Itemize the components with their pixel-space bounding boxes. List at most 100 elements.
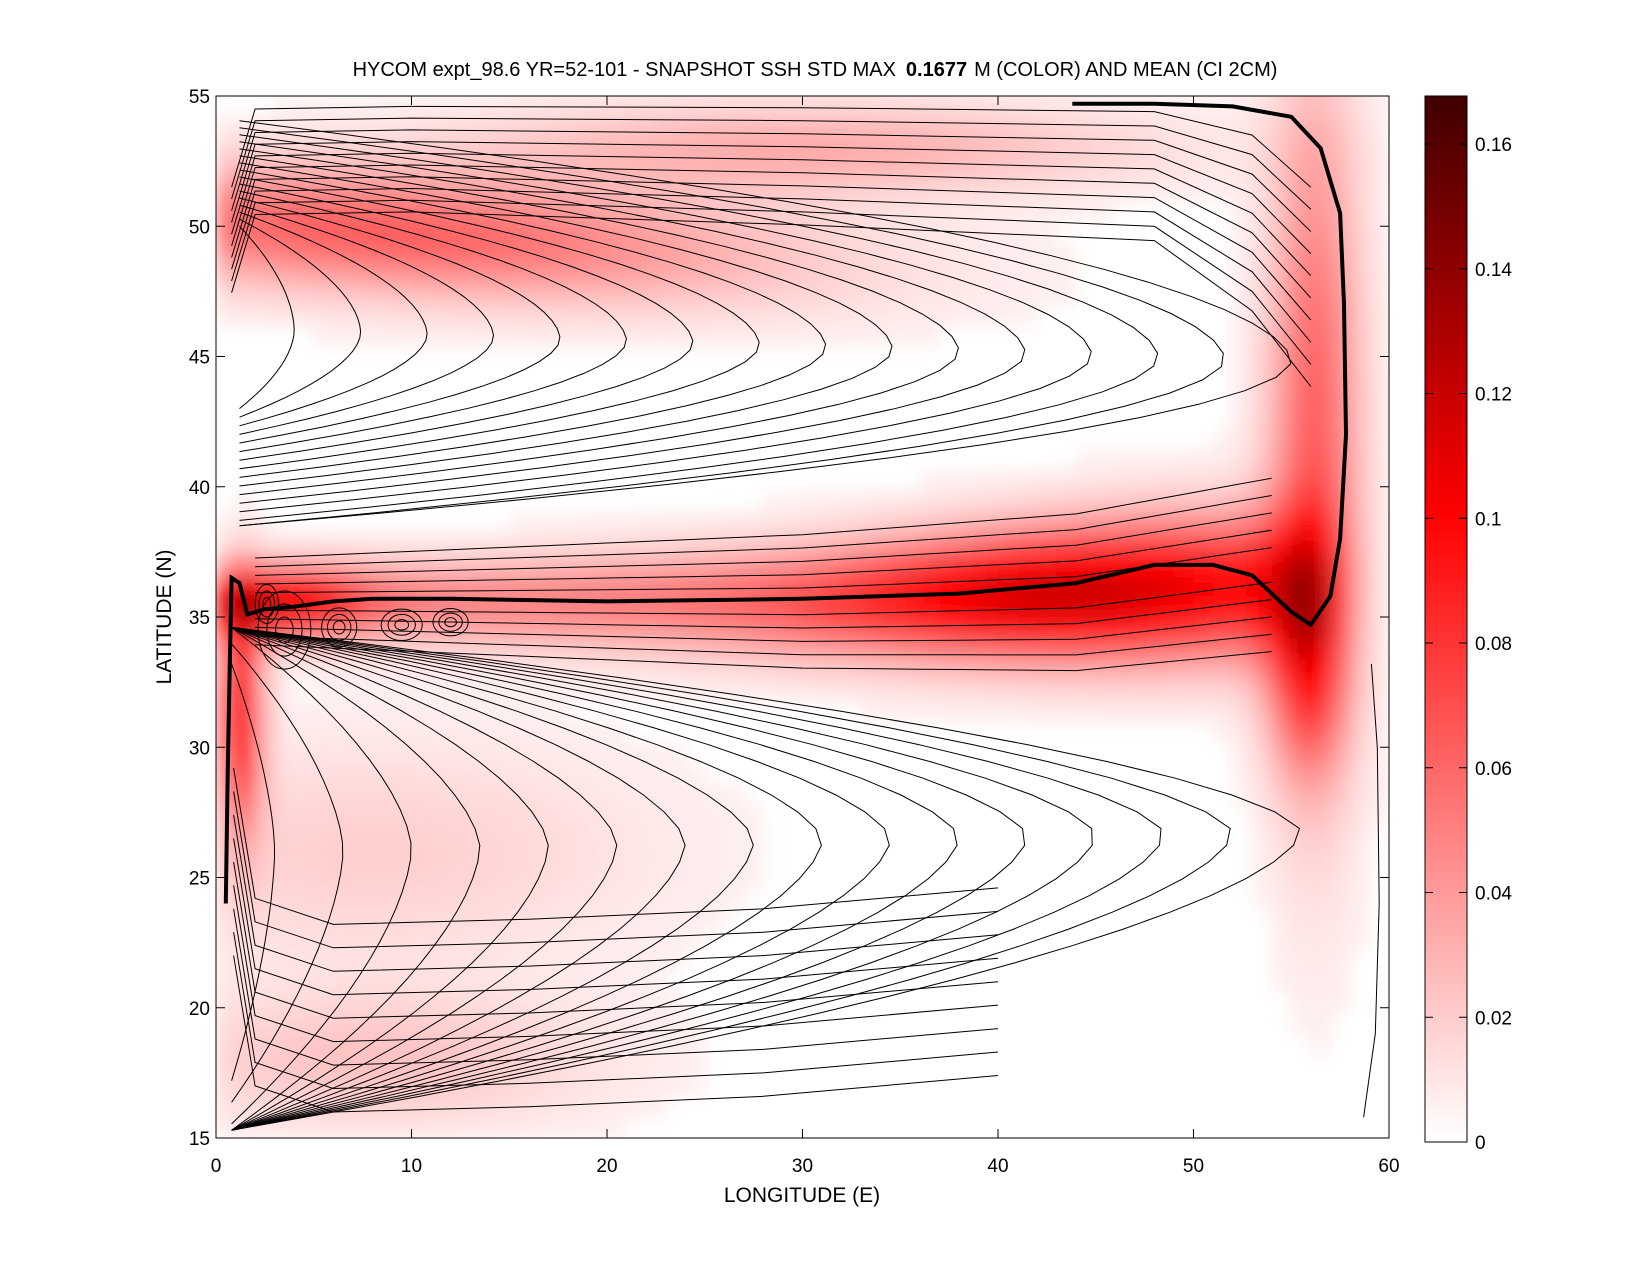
contour-line-north bbox=[239, 155, 959, 496]
contour-line-south bbox=[233, 814, 999, 972]
field-cell bbox=[431, 116, 452, 139]
field-cell bbox=[1056, 575, 1078, 598]
field-cell bbox=[841, 179, 863, 202]
field-cell bbox=[665, 241, 687, 264]
field-cell bbox=[1330, 450, 1351, 473]
contour-line-jet bbox=[255, 644, 1272, 672]
field-cell bbox=[333, 221, 354, 243]
field-cell bbox=[782, 658, 804, 681]
field-cell bbox=[587, 762, 608, 785]
field-cell bbox=[431, 742, 452, 764]
field-cell bbox=[646, 325, 667, 348]
field-cell bbox=[958, 637, 980, 660]
field-cell bbox=[1310, 908, 1332, 931]
field-cell bbox=[548, 554, 569, 577]
field-cell bbox=[1271, 533, 1293, 556]
field-cell bbox=[489, 617, 511, 639]
field-cell bbox=[587, 992, 608, 1014]
field-cell bbox=[978, 179, 999, 202]
field-cell bbox=[685, 554, 706, 577]
field-cell bbox=[1349, 387, 1371, 410]
field-cell bbox=[704, 783, 726, 806]
field-cell bbox=[1232, 471, 1254, 493]
field-cell bbox=[509, 241, 530, 264]
field-cell bbox=[1056, 512, 1078, 535]
field-cell bbox=[1252, 637, 1273, 660]
field-cell bbox=[431, 1054, 452, 1077]
contour-line-south bbox=[231, 626, 822, 1131]
field-cell bbox=[509, 950, 530, 973]
contour-line-north bbox=[239, 204, 495, 435]
field-cell bbox=[1252, 533, 1273, 556]
field-cell bbox=[548, 575, 569, 598]
field-cell bbox=[998, 700, 1019, 723]
field-cell bbox=[431, 658, 452, 681]
field-cell bbox=[1076, 450, 1097, 473]
field-cell bbox=[998, 116, 1019, 139]
field-cell bbox=[450, 908, 472, 931]
field-cell bbox=[1330, 783, 1351, 806]
field-cell bbox=[372, 721, 393, 744]
field-cell bbox=[626, 992, 648, 1014]
field-cell bbox=[411, 283, 433, 306]
field-cell bbox=[978, 596, 999, 618]
field-cell bbox=[1115, 575, 1136, 598]
field-cell bbox=[607, 867, 628, 889]
field-cell bbox=[274, 908, 296, 931]
field-cell bbox=[1291, 908, 1312, 931]
field-cell bbox=[724, 637, 745, 660]
field-cell bbox=[1017, 304, 1039, 327]
field-cell bbox=[313, 137, 335, 160]
contour-line-south bbox=[233, 908, 999, 1066]
field-cell bbox=[489, 1012, 511, 1035]
field-cell bbox=[998, 283, 1019, 306]
field-cell bbox=[313, 804, 335, 827]
field-cell bbox=[528, 700, 550, 723]
field-cell bbox=[880, 283, 902, 306]
field-cell bbox=[1213, 158, 1234, 181]
field-cell bbox=[1369, 241, 1389, 264]
field-cell bbox=[567, 762, 589, 785]
field-cell bbox=[450, 221, 472, 243]
field-cell bbox=[255, 116, 276, 139]
field-cell bbox=[822, 304, 843, 327]
field-cell bbox=[665, 200, 687, 223]
field-cell bbox=[1056, 158, 1078, 181]
field-cell bbox=[1271, 366, 1293, 389]
field-cell bbox=[743, 304, 765, 327]
field-cell bbox=[743, 804, 765, 827]
field-cell bbox=[646, 971, 667, 994]
field-cell bbox=[1095, 158, 1117, 181]
field-cell bbox=[1076, 116, 1097, 139]
field-cell bbox=[841, 200, 863, 223]
field-cell bbox=[528, 262, 550, 285]
field-cell bbox=[646, 179, 667, 202]
field-cell bbox=[1154, 658, 1175, 681]
field-cell bbox=[665, 283, 687, 306]
field-cell bbox=[1173, 637, 1195, 660]
field-cell bbox=[861, 491, 882, 514]
field-cell bbox=[1271, 596, 1293, 618]
field-cell bbox=[1252, 408, 1273, 431]
field-cell bbox=[548, 825, 569, 848]
field-cell bbox=[548, 179, 569, 202]
contour-line-south bbox=[231, 626, 481, 1131]
field-cell bbox=[1037, 554, 1058, 577]
field-cell bbox=[1173, 137, 1195, 160]
field-cell bbox=[1349, 679, 1371, 702]
field-cell bbox=[782, 304, 804, 327]
field-cell bbox=[1095, 658, 1117, 681]
contour-line-jet bbox=[255, 616, 1272, 642]
field-cell bbox=[509, 304, 530, 327]
field-cell bbox=[685, 200, 706, 223]
field-cell bbox=[1310, 450, 1332, 473]
field-cell bbox=[1056, 491, 1078, 514]
field-cell bbox=[1252, 262, 1273, 285]
field-cell bbox=[743, 596, 765, 618]
field-cell bbox=[1232, 617, 1254, 639]
field-cell bbox=[352, 617, 374, 639]
field-cell bbox=[978, 512, 999, 535]
field-cell bbox=[1252, 804, 1273, 827]
field-cell bbox=[1330, 742, 1351, 764]
field-cell bbox=[861, 512, 882, 535]
